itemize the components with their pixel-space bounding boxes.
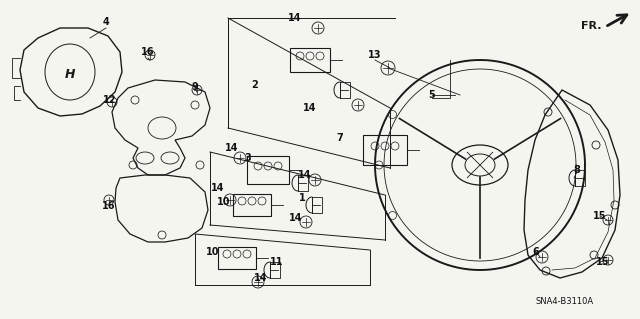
- Text: 14: 14: [254, 273, 268, 283]
- Text: 8: 8: [573, 165, 580, 175]
- Text: 16: 16: [141, 47, 155, 57]
- Text: 3: 3: [244, 153, 252, 163]
- Text: 14: 14: [289, 213, 303, 223]
- Text: 11: 11: [270, 257, 284, 267]
- Text: 9: 9: [191, 82, 198, 92]
- Text: 10: 10: [206, 247, 220, 257]
- Text: 14: 14: [288, 13, 301, 23]
- Text: 5: 5: [429, 90, 435, 100]
- Text: 16: 16: [102, 201, 116, 211]
- Text: 13: 13: [368, 50, 381, 60]
- Text: H: H: [65, 68, 76, 80]
- Text: FR.: FR.: [582, 21, 602, 31]
- Text: 15: 15: [596, 257, 610, 267]
- Text: SNA4-B3110A: SNA4-B3110A: [536, 298, 594, 307]
- Text: 15: 15: [593, 211, 607, 221]
- Text: 2: 2: [252, 80, 259, 90]
- Text: 7: 7: [337, 133, 344, 143]
- Text: 14: 14: [298, 170, 312, 180]
- Text: 14: 14: [303, 103, 317, 113]
- Text: 4: 4: [102, 17, 109, 27]
- Text: 10: 10: [217, 197, 231, 207]
- Text: 14: 14: [225, 143, 239, 153]
- Text: 6: 6: [532, 247, 540, 257]
- Text: 12: 12: [103, 95, 116, 105]
- Text: 14: 14: [211, 183, 225, 193]
- Text: 1: 1: [299, 193, 305, 203]
